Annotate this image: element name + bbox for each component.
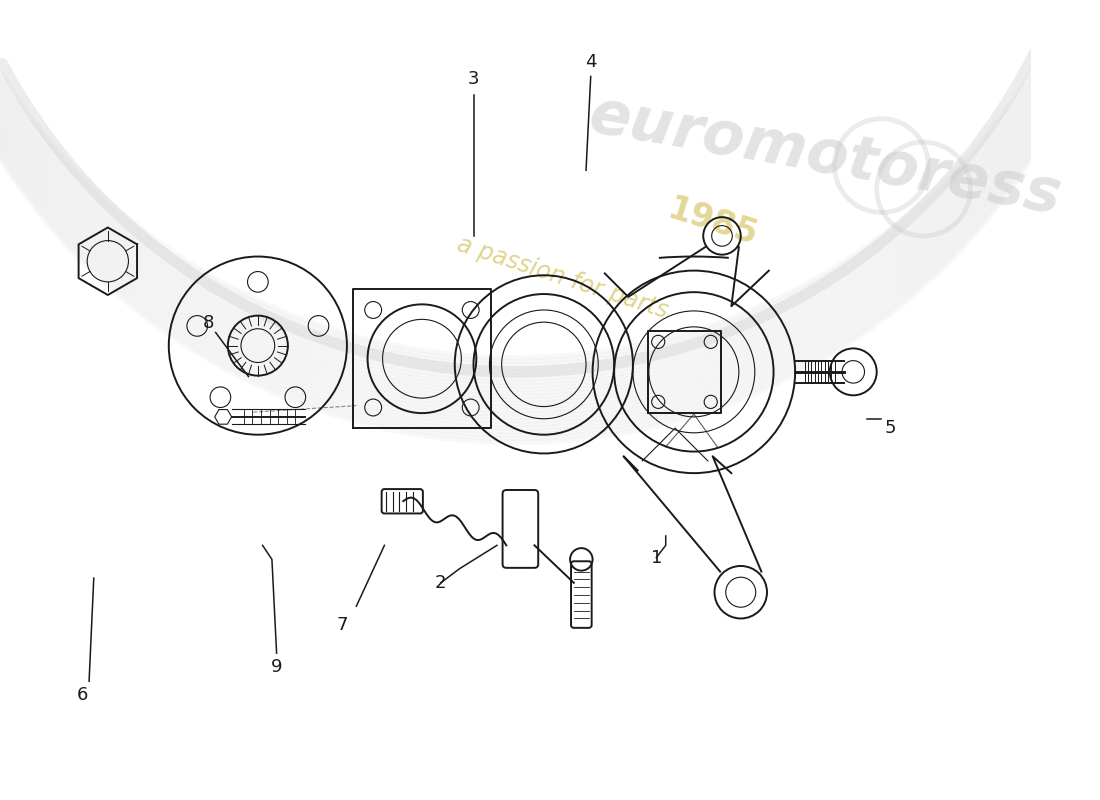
- Text: 9: 9: [271, 658, 283, 676]
- Text: 1985: 1985: [663, 192, 762, 252]
- Text: 5: 5: [886, 419, 896, 437]
- Text: 7: 7: [337, 616, 348, 634]
- Text: 2: 2: [434, 574, 447, 592]
- Text: 6: 6: [77, 686, 88, 704]
- Text: 3: 3: [468, 70, 480, 88]
- Text: 4: 4: [585, 54, 596, 71]
- Text: a passion for parts: a passion for parts: [454, 233, 671, 323]
- Text: 1: 1: [651, 549, 662, 566]
- Text: 8: 8: [202, 314, 213, 332]
- Text: euromotoress: euromotoress: [584, 86, 1066, 227]
